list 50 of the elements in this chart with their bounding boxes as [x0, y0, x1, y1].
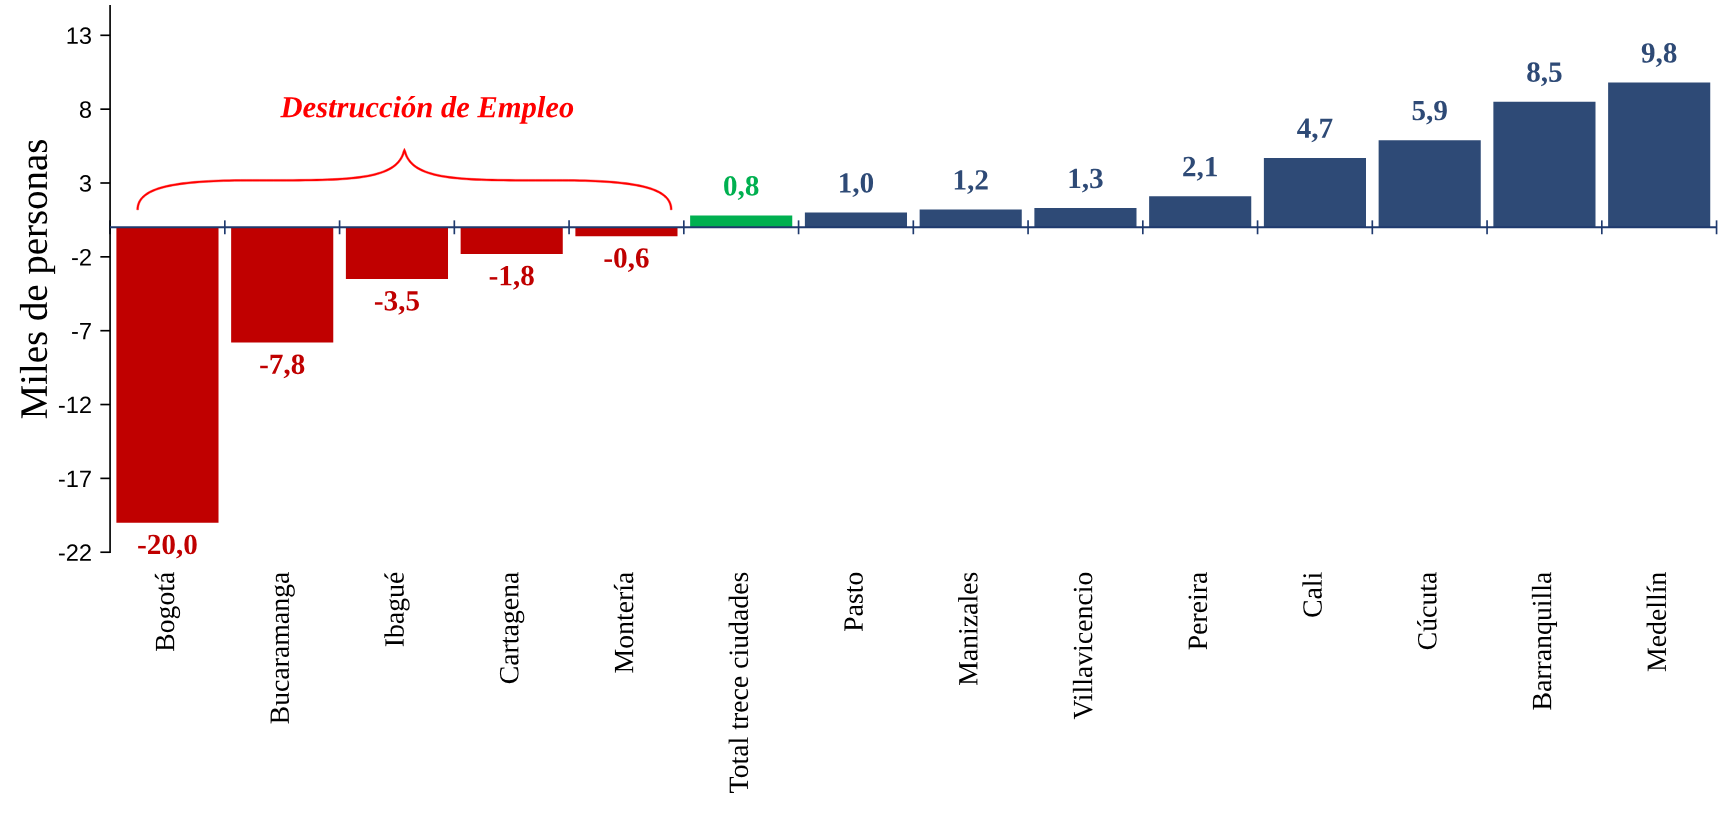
x-tick-label: Ibagué — [384, 572, 410, 647]
y-tick-label: -7 — [72, 323, 91, 340]
bar — [1263, 157, 1366, 228]
x-tick-label: Pereira — [1188, 572, 1208, 650]
bar — [1378, 140, 1481, 228]
bar — [919, 209, 1022, 228]
data-label: -20,0 — [138, 534, 197, 559]
bar — [231, 227, 334, 343]
bar — [1493, 101, 1596, 228]
bar — [460, 227, 563, 254]
data-label: -7,8 — [260, 354, 305, 379]
x-tick-label: Barranquilla — [1531, 572, 1558, 710]
x-tick-label: Cali — [1302, 572, 1322, 617]
x-tick-label: Cúcuta — [1417, 572, 1437, 650]
y-tick-label: -2 — [72, 248, 91, 266]
x-tick-label: Montería — [613, 572, 634, 673]
bar — [116, 227, 219, 523]
y-tick-label: -12 — [58, 396, 91, 414]
data-label: 0,8 — [724, 175, 759, 200]
y-tick-label: -22 — [58, 544, 91, 561]
data-label: 4,7 — [1297, 118, 1333, 143]
data-label: 1,3 — [1069, 168, 1103, 193]
data-label: 2,1 — [1183, 156, 1217, 181]
x-tick-label: Total trece ciudades — [728, 572, 749, 793]
bar — [1608, 82, 1711, 228]
bar — [345, 227, 449, 279]
bar — [1149, 196, 1252, 228]
data-label: -1,8 — [489, 265, 534, 290]
bar — [1034, 208, 1137, 228]
x-tick-label: Medellín — [1646, 572, 1667, 672]
data-label: 1,0 — [840, 173, 874, 197]
x-tick-label: Pasto — [844, 572, 863, 632]
x-tick-label: Bucaramanga — [270, 572, 295, 724]
data-label: -3,5 — [374, 291, 419, 315]
data-label: 5,9 — [1412, 100, 1447, 125]
y-tick-label: 8 — [79, 101, 91, 118]
y-tick-label: -17 — [58, 470, 91, 487]
data-label: 9,8 — [1641, 43, 1677, 67]
data-label: -0,6 — [604, 248, 649, 273]
y-axis-title: Miles de personas — [19, 140, 56, 419]
x-tick-label: Manizales — [958, 572, 978, 686]
y-tick-label: 3 — [79, 175, 91, 192]
bar — [690, 215, 793, 228]
y-tick-label: 13 — [67, 27, 91, 45]
data-label: 1,2 — [954, 170, 988, 194]
x-tick-label: Cartagena — [499, 572, 525, 684]
data-label: 8,5 — [1527, 62, 1562, 87]
annotation: Destrucción de Empleo — [280, 95, 574, 124]
x-tick-label: Villavicencio — [1072, 572, 1093, 720]
x-tick-label: Bogotá — [154, 572, 181, 652]
